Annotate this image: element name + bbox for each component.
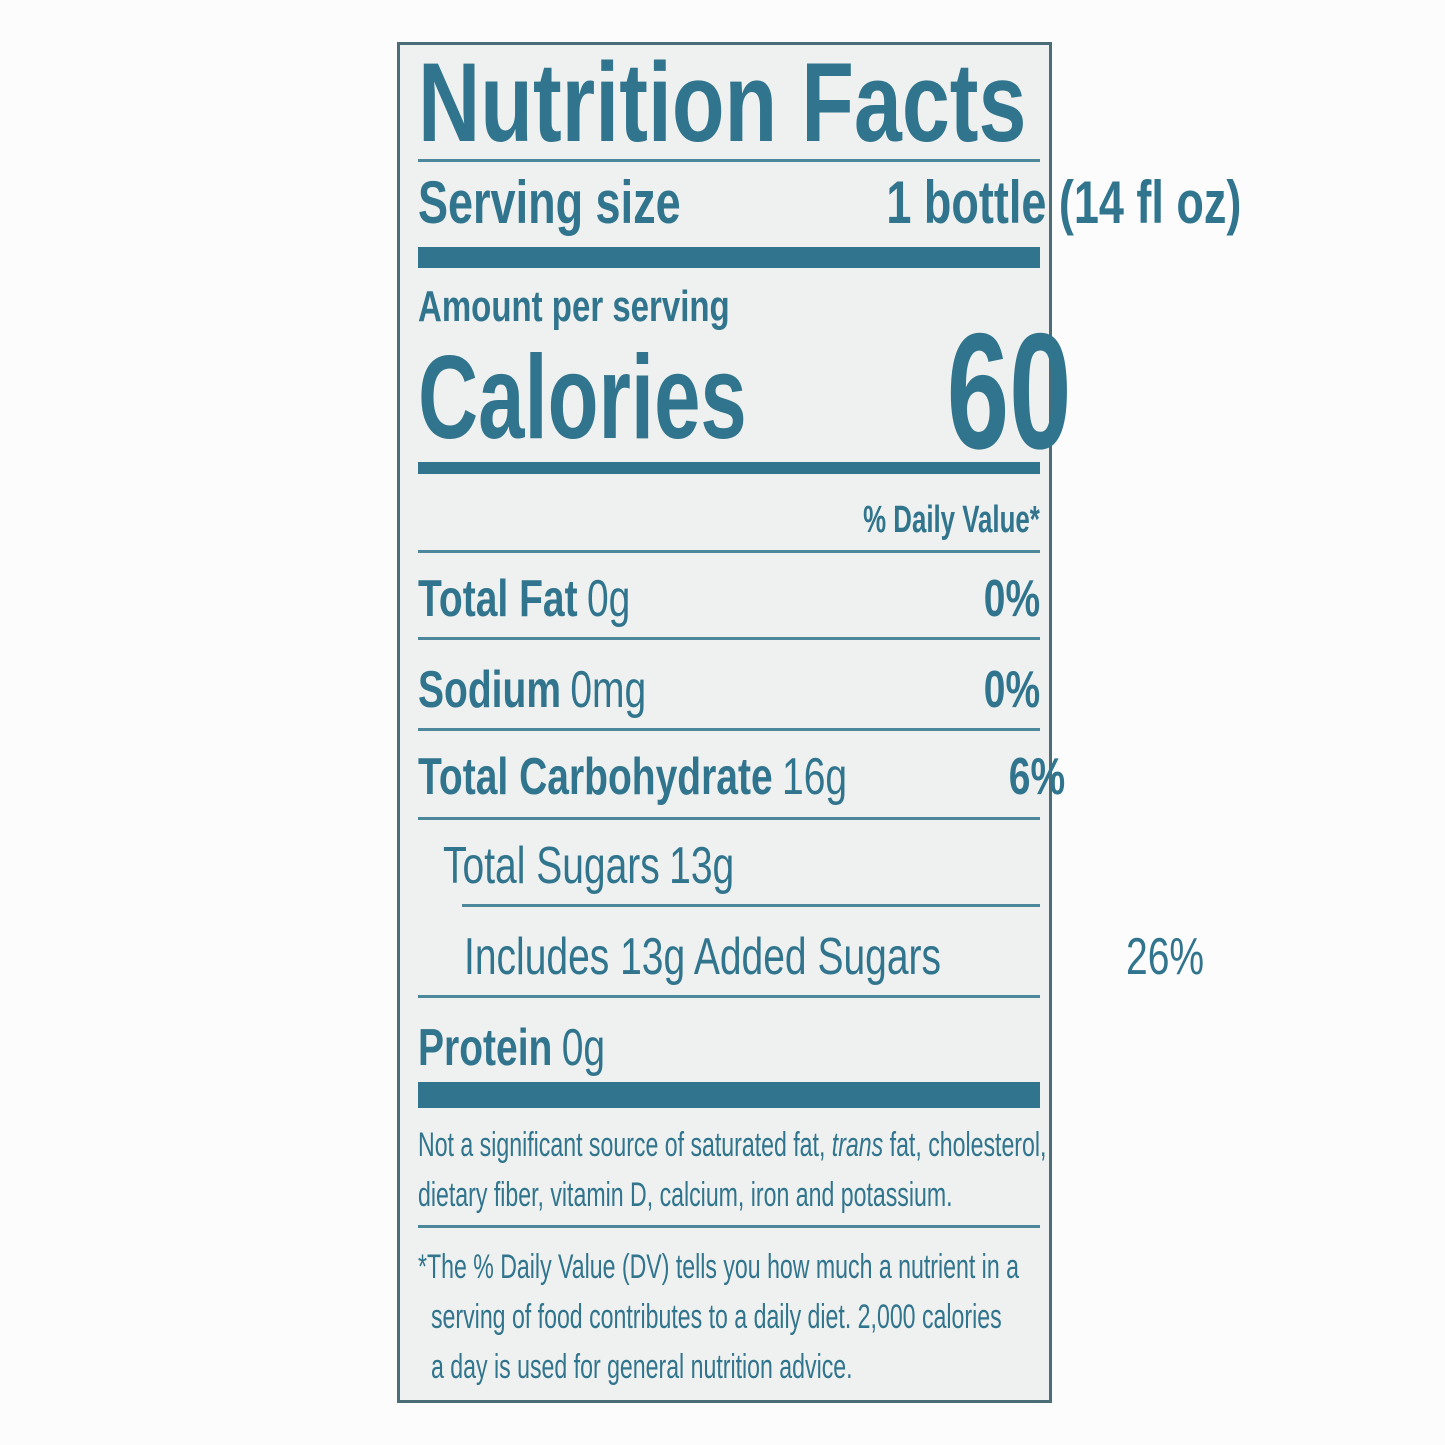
divider-after-total-carbohydrate xyxy=(418,817,1040,820)
divider-after-total-sugars xyxy=(462,904,1040,907)
calories-row: Calories 60 xyxy=(418,309,1071,474)
footnote-sources-line1: Not a significant source of saturated fa… xyxy=(418,1120,1046,1170)
footnote-sources-line2: dietary fiber, vitamin D, calcium, iron … xyxy=(418,1170,1040,1220)
sodium-dv: 0% xyxy=(983,661,1040,719)
calories-label: Calories xyxy=(418,331,747,464)
dv-footnote-line3: a day is used for general nutrition advi… xyxy=(431,1342,1040,1392)
dv-footnote-line3-text: a day is used for general nutrition advi… xyxy=(431,1348,853,1386)
serving-size-label: Serving size xyxy=(418,169,681,236)
daily-value-header-text: % Daily Value* xyxy=(863,499,1040,541)
total-fat-dv: 0% xyxy=(983,570,1040,628)
nutrient-row-total-fat: Total Fat 0g 0% xyxy=(418,553,1040,637)
dv-footnote-line1-text: *The % Daily Value (DV) tells you how mu… xyxy=(418,1248,1019,1286)
divider-before-dv-footnote xyxy=(418,1225,1040,1228)
medium-bar-after-calories xyxy=(418,462,1040,474)
protein-name-amount: Protein 0g xyxy=(418,1022,605,1074)
nutrient-row-protein: Protein 0g xyxy=(418,998,1040,1082)
total-carbohydrate-name-amount: Total Carbohydrate 16g xyxy=(418,751,847,803)
protein-amount: 0g xyxy=(561,1019,606,1077)
dv-footnote-line1: *The % Daily Value (DV) tells you how mu… xyxy=(418,1242,1040,1292)
not-significant-source-footnote: Not a significant source of saturated fa… xyxy=(418,1120,1046,1220)
dv-footnote-line2-text: serving of food contributes to a daily d… xyxy=(431,1298,1002,1336)
daily-value-header: % Daily Value* xyxy=(418,499,1040,541)
nutrient-row-total-sugars: Total Sugars 13g xyxy=(418,820,1040,904)
total-carbohydrate-dv: 6% xyxy=(1008,748,1066,806)
total-carbohydrate-name: Total Carbohydrate xyxy=(418,748,773,806)
amount-per-serving-heading: Amount per serving xyxy=(418,282,1040,331)
nutrient-row-sodium: Sodium 0mg 0% xyxy=(418,640,1040,728)
added-sugars-name: Includes 13g Added Sugars xyxy=(464,928,942,986)
total-sugars-name-amount: Total Sugars 13g xyxy=(443,840,734,892)
divider-after-total-fat xyxy=(418,637,1040,640)
sodium-name-amount: Sodium 0mg xyxy=(418,664,646,716)
thick-bar-after-serving xyxy=(418,247,1040,268)
sodium-amount: 0mg xyxy=(570,661,647,719)
footnote-sources-line1-post: fat, cholesterol, xyxy=(883,1126,1047,1164)
nutrition-facts-title: Nutrition Facts xyxy=(418,40,1040,165)
amount-per-serving-text: Amount per serving xyxy=(418,282,730,331)
footnote-sources-trans-italic: trans xyxy=(831,1126,884,1164)
total-fat-amount: 0g xyxy=(586,570,631,628)
divider-under-daily-value-header xyxy=(418,550,1040,553)
sodium-name: Sodium xyxy=(418,661,562,719)
divider-after-sodium xyxy=(418,728,1040,731)
daily-value-footnote: *The % Daily Value (DV) tells you how mu… xyxy=(418,1242,1040,1392)
protein-name: Protein xyxy=(418,1019,553,1077)
added-sugars-dv: 26% xyxy=(1126,928,1205,986)
serving-size-row: Serving size 1 bottle (14 fl oz) xyxy=(418,169,1242,236)
calories-value-wrap: 60 xyxy=(888,299,1072,483)
nutrition-facts-label: Nutrition Facts Serving size 1 bottle (1… xyxy=(397,40,1242,1403)
footnote-sources-line2-text: dietary fiber, vitamin D, calcium, iron … xyxy=(418,1176,953,1214)
calories-label-wrap: Calories xyxy=(418,331,888,464)
divider-after-added-sugars xyxy=(418,995,1040,998)
total-carbohydrate-amount: 16g xyxy=(782,748,848,806)
calories-value: 60 xyxy=(946,299,1072,483)
nutrition-facts-title-text: Nutrition Facts xyxy=(418,40,1027,165)
nutrient-row-added-sugars: Includes 13g Added Sugars 26% xyxy=(418,907,1204,995)
serving-size-value: 1 bottle (14 fl oz) xyxy=(886,169,1242,236)
total-fat-name: Total Fat xyxy=(418,570,578,628)
footnote-sources-line1-text: Not a significant source of saturated fa… xyxy=(418,1120,1046,1170)
total-sugars-name: Total Sugars xyxy=(443,837,660,895)
divider-under-title xyxy=(418,159,1040,162)
total-sugars-amount: 13g xyxy=(669,837,735,895)
footnote-sources-line1-pre: Not a significant source of saturated fa… xyxy=(418,1126,832,1164)
thick-bar-after-protein xyxy=(418,1082,1040,1108)
nutrient-row-total-carbohydrate: Total Carbohydrate 16g 6% xyxy=(418,731,1065,817)
total-fat-name-amount: Total Fat 0g xyxy=(418,573,630,625)
dv-footnote-line2: serving of food contributes to a daily d… xyxy=(431,1292,1040,1342)
